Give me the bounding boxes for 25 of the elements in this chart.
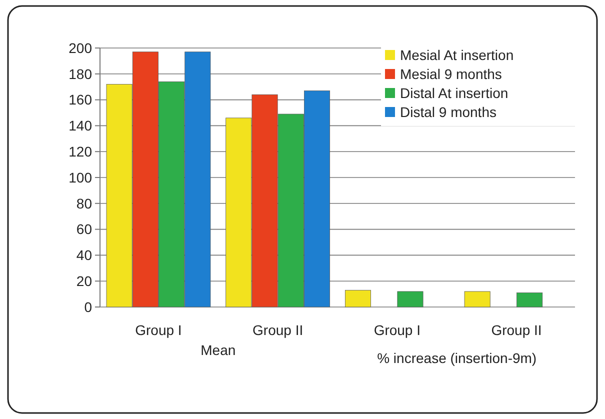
text: Mean (200, 342, 236, 358)
legend-label: Mesial 9 months (400, 66, 502, 82)
bar (464, 291, 490, 308)
y-tick-label: 200 (68, 40, 92, 56)
legend-label: Mesial At insertion (400, 46, 514, 63)
legend-label: Distal 9 months (400, 104, 496, 120)
y-tick-label: 120 (68, 144, 92, 160)
bar (516, 292, 543, 308)
legend-label: Distal At insertion (400, 84, 508, 101)
x-tick-label: Group I (135, 322, 182, 338)
y-tick-label: 80 (76, 195, 92, 212)
bar (397, 291, 424, 308)
y-tick-label: 180 (68, 66, 92, 82)
y-tick-label: 140 (68, 118, 92, 134)
bar (344, 290, 371, 308)
text: % increase (insertion-9m) (377, 350, 537, 366)
y-tick-label: 160 (68, 92, 92, 108)
x-tick-label: Group II (252, 322, 304, 338)
x-tick-label: Group II (491, 322, 542, 338)
y-tick-label: 20 (76, 273, 92, 289)
x-tick-label: Group I (374, 322, 421, 338)
y-tick-label: 100 (68, 169, 92, 186)
y-tick-label: 0 (84, 298, 92, 315)
y-tick-label: 60 (76, 221, 92, 238)
y-tick-label: 40 (76, 247, 92, 264)
